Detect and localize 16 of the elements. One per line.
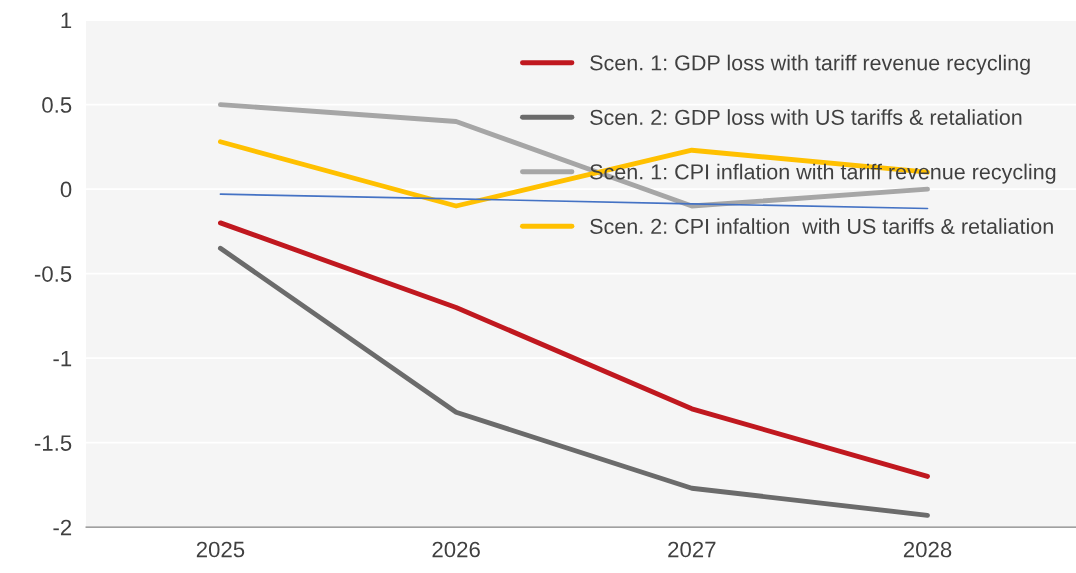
y-tick-label: -2: [53, 519, 72, 536]
y-tick-label: -1.5: [34, 435, 72, 451]
x-tick-label: 2028: [903, 541, 952, 558]
y-tick-label: -1: [53, 350, 72, 367]
y-tick-label: -0.5: [34, 266, 72, 282]
line-series: [219, 193, 929, 210]
legend-label: Scen. 2: GDP loss with US tariffs & retaliation: [590, 109, 1022, 125]
line-series: [218, 245, 930, 518]
y-tick-label: 0: [60, 181, 72, 198]
y-tick-label: 0.5: [42, 97, 72, 113]
legend-label: Scen. 2: CPI infaltion with US tariffs & retaliation: [590, 218, 1053, 234]
y-tick-label: 1: [61, 12, 72, 29]
x-tick-label: 2026: [432, 541, 480, 558]
legend-label: Scen. 1: GDP loss with tariff revenue recycling: [590, 54, 1030, 75]
x-tick-label: 2027: [668, 541, 716, 558]
x-tick-label: 2025: [196, 541, 245, 558]
